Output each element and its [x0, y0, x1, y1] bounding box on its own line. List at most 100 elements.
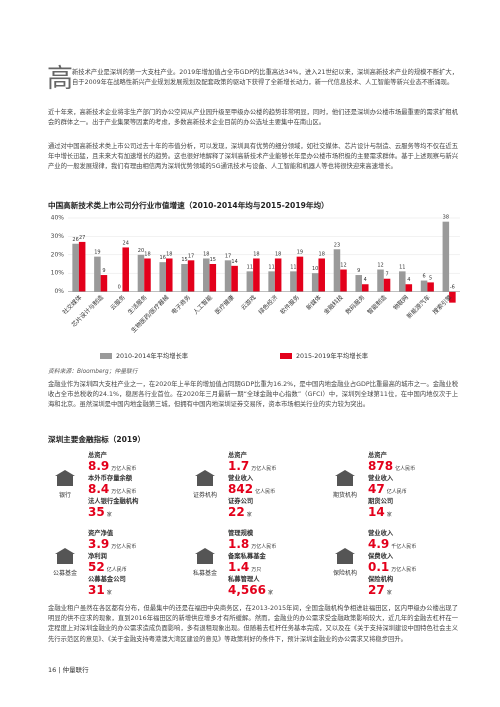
metric-unit: 万亿人民币	[251, 466, 277, 472]
metric-unit: 家	[106, 512, 112, 518]
bar	[274, 258, 282, 292]
data-label: 10	[312, 266, 318, 272]
data-label: 4	[407, 277, 410, 283]
data-label: 9	[357, 268, 360, 274]
x-tick-label: 社交媒体	[61, 293, 84, 316]
x-tick-label: 软件服务	[278, 293, 301, 316]
metric: 资产净值 3.9 万亿人民币	[88, 530, 136, 553]
metric-list: 总资产 878 亿人民币 营业收入 47 亿人民币 期货公司 14 家	[368, 452, 415, 521]
data-label: 19	[297, 250, 303, 256]
bar	[420, 280, 428, 292]
bar	[94, 256, 101, 292]
metric-value-row: 31 家	[88, 584, 136, 600]
metric-unit: 家	[106, 590, 112, 596]
metric-value-row: 22 家	[228, 506, 276, 522]
bar	[159, 262, 166, 292]
data-label: 15	[210, 257, 216, 263]
metric-label: 备案私募基金	[228, 553, 266, 560]
bar	[100, 275, 108, 292]
metric: 管理规模 1.8 万亿人民币	[228, 530, 276, 553]
x-tick-label: 智能制造	[366, 293, 389, 316]
metric-unit: 亿人民币	[386, 489, 407, 495]
bar	[449, 291, 456, 303]
metric-value: 8.9	[88, 459, 110, 473]
metric-value-row: 27 家	[368, 584, 416, 600]
paragraph: 金融业租户虽然在各区都有分布，但最集中的还是在福田中央商务区，在2013-201…	[48, 605, 458, 643]
metric-unit: 万亿人民币	[111, 544, 137, 550]
icon: 保险机构	[328, 546, 362, 577]
x-tick-label: 搜索引擎	[431, 293, 454, 316]
metric-unit: 亿人民币	[255, 489, 276, 495]
metric-value-row: 1.8 万亿人民币	[228, 538, 276, 554]
metric-unit: 亿人民币	[106, 567, 127, 573]
metric-label: 营业收入	[368, 475, 394, 482]
paragraph: 新技术产业是深圳的第一大支柱产业。2019年增加值占全市GDP的比重高达34%，…	[72, 69, 458, 87]
data-label: 23	[334, 242, 340, 248]
metric-unit: 万只	[251, 567, 262, 573]
metric-list: 总资产 1.7 万亿人民币 营业收入 842 亿人民币 证券公司 22 家	[228, 452, 276, 521]
bar	[296, 256, 304, 292]
x-tick-label: 云服务	[108, 293, 126, 311]
bar	[442, 221, 450, 292]
metric-unit: 万亿人民币	[111, 466, 137, 472]
bar	[340, 269, 347, 292]
bar	[203, 258, 210, 292]
metric: 公募基金公司 31 家	[88, 576, 136, 599]
metric-unit: 家	[386, 512, 392, 518]
icon-glyph	[55, 548, 75, 564]
bar	[253, 258, 260, 292]
metric-unit: 万亿人民币	[111, 489, 137, 495]
metric: 营业收入 842 亿人民币	[228, 475, 276, 498]
metric-value: 878	[368, 459, 394, 473]
y-tick-label: 40%	[51, 215, 65, 222]
y-tick-label: 20%	[51, 251, 65, 258]
metric-label: 私募管理人	[228, 576, 260, 583]
finance-group: 银行 总资产 8.9 万亿人民币 本外币存量余额 8.4 万亿人民币 法人银行金融机构 35 家	[48, 452, 184, 524]
data-label: 0	[118, 285, 121, 291]
finance-group: 期货机构 总资产 878 亿人民币 营业收入 47 亿人民币 期货公司 14 家	[328, 452, 464, 524]
icon-glyph	[335, 548, 355, 564]
metric-value-row: 0.1 万亿人民币	[368, 561, 416, 577]
chart: 0%10%20%30%40%26 27社交媒体199芯片设计与制造024云服务20…	[51, 215, 460, 360]
icon: 期货机构	[328, 468, 362, 499]
icon-glyph	[335, 470, 355, 486]
data-label: 18	[275, 251, 281, 257]
metric-value-row: 842 亿人民币	[228, 483, 276, 499]
data-label: 4	[364, 277, 367, 283]
bar	[333, 249, 341, 292]
data-label: 18	[319, 251, 325, 257]
icon: 证券机构	[188, 468, 222, 499]
data-label: 18	[203, 251, 209, 257]
metric-value: 1.8	[228, 537, 250, 551]
metric-value: 47	[368, 482, 385, 496]
metric-label: 管理规模	[228, 530, 254, 537]
metric: 证券公司 22 家	[228, 498, 276, 521]
data-label: 18	[253, 251, 259, 257]
bar	[187, 260, 195, 292]
metric-list: 资产净值 3.9 万亿人民币 净利润 52 亿人民币 公募基金公司 31 家	[88, 530, 136, 599]
x-tick-label: 新媒体	[304, 293, 322, 311]
x-tick-label: 金融科技	[322, 293, 345, 316]
icon: 公募基金	[48, 546, 82, 577]
data-label: 11	[268, 264, 274, 270]
bar	[383, 278, 391, 292]
metric-unit: 家	[267, 590, 273, 596]
metric-list: 管理规模 1.8 万亿人民币 备案私募基金 1.4 万只 私募管理人 4,566 家	[228, 530, 276, 599]
metric-list: 营业收入 4.9 千亿人民币 保费收入 0.1 万亿人民币 保险机构 27 家	[368, 530, 416, 599]
icon-label: 私募基金	[192, 570, 217, 577]
metric-value: 27	[368, 583, 385, 597]
x-tick-label: 生活服务	[126, 293, 149, 316]
data-label: 27	[79, 235, 85, 241]
data-label: 16	[160, 255, 166, 261]
icon-label: 公募基金	[52, 570, 77, 577]
metric: 营业收入 47 亿人民币	[368, 475, 415, 498]
finance-group: 证券机构 总资产 1.7 万亿人民币 营业收入 842 亿人民币 证券公司 22 家	[188, 452, 324, 524]
icon-label: 银行	[58, 492, 71, 499]
metric-label: 法人银行金融机构	[88, 498, 139, 505]
chart-title: 中国高新技术类上市公司分行业市值增速（2010-2014年均与2015-2019…	[48, 201, 329, 210]
metric: 净利润 52 亿人民币	[88, 553, 136, 576]
bar	[377, 269, 384, 292]
icon-glyph	[195, 548, 215, 564]
metric-value-row: 8.9 万亿人民币	[88, 460, 138, 476]
